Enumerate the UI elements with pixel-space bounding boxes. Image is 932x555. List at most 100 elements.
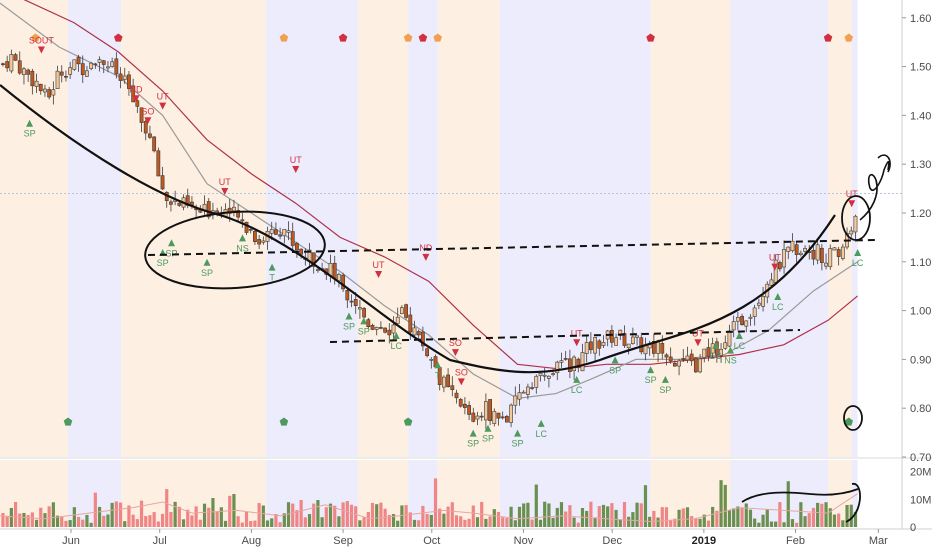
buy-signal-label: LC: [710, 351, 722, 361]
candle-down: [450, 385, 455, 390]
candle-down: [454, 392, 459, 399]
candle-up: [555, 361, 560, 374]
top-marker-red: [646, 33, 655, 42]
volume-bar-up: [391, 514, 396, 527]
candle-up: [815, 244, 820, 261]
buy-signal-arrow: [469, 429, 477, 437]
volume-bar-up: [517, 506, 522, 527]
top-marker-red: [823, 33, 833, 42]
candle-down: [118, 73, 123, 81]
buy-signal-arrow: [611, 356, 619, 364]
candle-up: [559, 360, 564, 363]
sell-signal-label: UT: [219, 177, 231, 187]
candle-down: [1, 63, 5, 65]
volume-bar-up: [702, 514, 706, 527]
price-tick-label: 1.00: [910, 306, 931, 318]
sell-signal-label: SO: [455, 367, 468, 377]
candle-down: [248, 228, 253, 231]
buy-signal-label: LC: [734, 341, 746, 351]
candle-up: [731, 321, 736, 331]
candle-down: [379, 327, 383, 329]
candle-up: [374, 327, 379, 330]
volume-bar-up: [492, 509, 496, 527]
candle-down: [471, 412, 476, 422]
volume-bar-up: [320, 517, 324, 527]
candle-up: [68, 67, 73, 75]
candle-up: [719, 348, 723, 356]
buy-signal-label: SP: [609, 365, 621, 375]
candle-down: [5, 61, 10, 69]
volume-bar-up: [534, 484, 538, 527]
chart-grid: [0, 0, 932, 530]
volume-bar-down: [165, 489, 169, 527]
buy-signal-arrow: [392, 331, 400, 339]
candle-down: [383, 327, 388, 333]
candle-down: [563, 358, 568, 360]
band-blue: [68, 0, 122, 457]
candle-down: [93, 63, 98, 66]
volume-bar-up: [555, 507, 559, 527]
volume-band-orange: [121, 460, 267, 527]
candle-down: [114, 58, 119, 75]
volume-bar-up: [769, 521, 774, 527]
time-tick-label: Nov: [514, 535, 534, 547]
candle-down: [295, 243, 299, 251]
buy-signal-arrow: [774, 292, 782, 300]
buy-signal-label: SP: [24, 129, 36, 139]
volume-bar-up: [484, 518, 488, 527]
sell-signal-label: SOUT: [29, 35, 55, 45]
volume-bar-down: [13, 502, 18, 527]
bottom-marker-green: [63, 417, 73, 426]
candle-down: [811, 249, 816, 260]
candle-up: [790, 240, 795, 252]
volume-bar-up: [400, 505, 404, 527]
volume-bar-up: [606, 506, 610, 527]
volume-bar-down: [576, 522, 580, 527]
candle-down: [26, 69, 31, 75]
band-orange: [437, 0, 500, 457]
volume-bar-up: [442, 513, 446, 527]
volume-bar-up: [97, 506, 102, 527]
volume-bar-up: [631, 512, 635, 527]
candle-down: [416, 331, 421, 336]
volume-bar-down: [837, 513, 841, 527]
volume-bar-down: [425, 514, 429, 527]
candle-down: [622, 333, 627, 346]
candle-up: [358, 307, 362, 310]
volume-bar-down: [706, 520, 711, 527]
candle-down: [47, 89, 52, 98]
volume-bar-down: [463, 519, 467, 527]
volume-bar-up: [202, 503, 207, 527]
candle-up: [442, 376, 446, 388]
candle-down: [660, 343, 665, 354]
buy-signal-label: SP: [201, 268, 213, 278]
volume-bar-up: [803, 516, 807, 527]
volume-bar-up: [736, 506, 740, 527]
candle-down: [143, 121, 148, 134]
candle-down: [668, 356, 673, 362]
buy-signal-label: LC: [772, 302, 784, 312]
buy-signal-arrow: [537, 419, 545, 427]
volume-bar-down: [194, 506, 198, 527]
candle-up: [412, 327, 417, 336]
volume-bar-down: [215, 511, 219, 527]
buy-signal-label: SP: [482, 434, 494, 444]
volume-bar-up: [824, 502, 828, 527]
time-tick-label: Aug: [242, 535, 262, 547]
volume-bar-down: [324, 507, 328, 527]
buy-signal-arrow: [239, 234, 247, 242]
candle-up: [769, 279, 774, 286]
user-drawings[interactable]: [0, 84, 891, 523]
candle-up: [580, 352, 585, 372]
buy-signal-label: SP: [157, 258, 169, 268]
candle-down: [819, 247, 824, 263]
volume-bar-down: [404, 505, 408, 527]
volume-bar-up: [43, 513, 47, 527]
volume-bar-up: [396, 520, 400, 527]
buy-signal-arrow: [735, 331, 743, 339]
candle-down: [408, 314, 413, 333]
volume-bar-down: [18, 513, 22, 527]
volume-bar-up: [123, 521, 127, 527]
volume-bar-up: [181, 519, 186, 527]
